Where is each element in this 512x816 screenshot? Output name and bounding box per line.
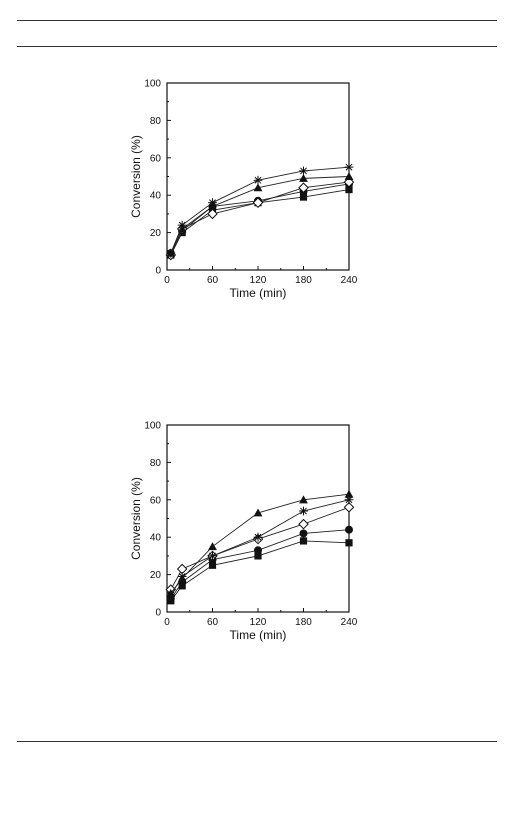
y-tick-label: 40	[150, 191, 162, 202]
marker-square	[208, 561, 217, 569]
marker-triangle	[344, 489, 354, 498]
marker-asterisk	[177, 572, 187, 581]
marker-triangle	[253, 508, 263, 517]
marker-triangle	[208, 542, 217, 551]
marker-circle	[345, 525, 353, 534]
marker-square	[254, 552, 262, 560]
marker-asterisk	[253, 532, 263, 542]
x-tick-label: 240	[341, 617, 358, 628]
series-line	[170, 176, 350, 254]
header-rule	[17, 46, 497, 47]
marker-asterisk	[344, 495, 354, 505]
y-tick-label: 100	[144, 79, 161, 90]
series-line	[170, 166, 350, 254]
marker-diamond	[207, 208, 218, 220]
series-line	[170, 189, 350, 256]
series-line	[170, 493, 350, 594]
x-tick-label: 180	[295, 617, 312, 628]
marker-diamond	[298, 182, 309, 194]
marker-asterisk	[166, 248, 176, 258]
marker-square	[345, 185, 353, 194]
y-tick-label: 40	[150, 533, 162, 544]
x-tick-label: 60	[207, 275, 219, 286]
marker-asterisk	[208, 198, 217, 208]
marker-triangle	[344, 172, 354, 181]
x-tick-label: 240	[341, 275, 358, 286]
y-tick-label: 80	[150, 458, 162, 469]
marker-triangle	[299, 173, 308, 182]
y-tick-label: 80	[150, 116, 162, 127]
y-tick-label: 60	[150, 495, 162, 506]
marker-circle	[254, 546, 262, 555]
marker-asterisk	[299, 166, 308, 176]
series-asterisk	[166, 162, 354, 258]
marker-asterisk	[344, 162, 354, 172]
y-tick-label: 20	[150, 228, 162, 239]
marker-square	[299, 193, 308, 201]
y-tick-label: 20	[150, 570, 162, 581]
marker-triangle	[253, 183, 263, 192]
marker-circle	[299, 529, 308, 538]
y-tick-label: 60	[150, 153, 162, 164]
marker-diamond	[343, 501, 355, 513]
conversion-chart-top: 0 20 40 60 80 100 0 60 120 180 240 Time (min) Conver…	[129, 79, 358, 301]
marker-asterisk	[177, 220, 187, 230]
y-axis-title: Conversion (%)	[129, 135, 143, 218]
series-asterisk	[166, 495, 354, 600]
plot-frame	[166, 424, 350, 613]
y-tick-label: 0	[155, 266, 161, 277]
x-axis-title: Time (min)	[230, 286, 287, 300]
y-tick-label: 100	[144, 421, 161, 432]
top-rule	[17, 20, 497, 21]
x-tick-label: 120	[250, 617, 267, 628]
x-axis-title: Time (min)	[230, 628, 287, 642]
y-tick-label: 0	[155, 608, 161, 619]
marker-square	[299, 537, 308, 545]
marker-diamond	[252, 197, 264, 208]
x-tick-label: 180	[295, 275, 312, 286]
x-tick-label: 0	[164, 275, 170, 286]
x-tick-label: 0	[164, 617, 170, 628]
bottom-rule	[17, 741, 497, 742]
marker-asterisk	[166, 590, 176, 600]
marker-asterisk	[299, 506, 308, 516]
marker-triangle	[299, 495, 308, 504]
x-tick-label: 120	[250, 275, 267, 286]
y-axis-title: Conversion (%)	[129, 477, 143, 560]
series-line	[170, 183, 350, 254]
marker-diamond	[298, 518, 309, 530]
marker-square	[345, 539, 353, 547]
series-line	[170, 506, 350, 590]
marker-asterisk	[208, 551, 217, 561]
series-line	[170, 499, 350, 596]
x-tick-label: 60	[207, 617, 219, 628]
marker-asterisk	[253, 175, 263, 185]
